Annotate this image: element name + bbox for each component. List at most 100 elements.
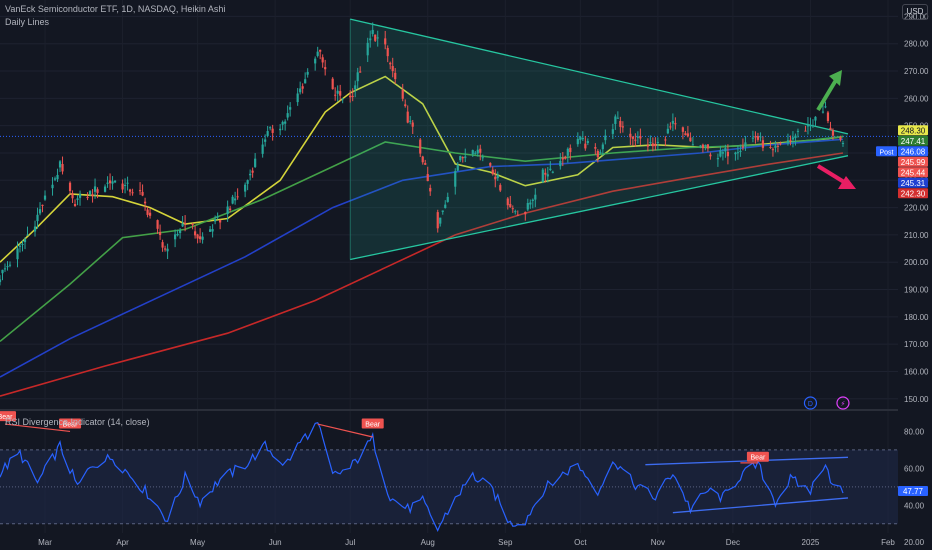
candle-body bbox=[526, 202, 529, 210]
candle-body bbox=[78, 193, 82, 198]
arrow-down-head bbox=[838, 176, 856, 189]
price-axis[interactable]: 150.00 160.00 170.00 180.00 190.00 200.00 210.… bbox=[904, 12, 929, 403]
candle-body bbox=[324, 67, 327, 70]
candle-body bbox=[376, 37, 379, 39]
candle-body bbox=[214, 219, 217, 222]
candle-body bbox=[391, 65, 394, 72]
candle-body bbox=[569, 147, 572, 153]
y-tick-label: 210.00 bbox=[904, 231, 929, 240]
event-markers[interactable]: D ⚡ bbox=[803, 396, 850, 410]
y-tick-label: 290.00 bbox=[904, 12, 929, 21]
candle-body bbox=[156, 220, 159, 229]
rsi-tick-label: 20.00 bbox=[904, 538, 925, 547]
candle-body bbox=[231, 196, 234, 204]
post-tag-text: Post bbox=[879, 149, 893, 156]
candle-body bbox=[284, 121, 287, 124]
candle-body bbox=[476, 149, 479, 154]
bear-label-text: Bear bbox=[365, 421, 380, 428]
candle-body bbox=[444, 204, 447, 209]
candle-body bbox=[744, 142, 747, 147]
candle-body bbox=[88, 191, 92, 195]
candle-body bbox=[721, 152, 725, 154]
chart-title: VanEck Semiconductor ETF, 1D, NASDAQ, He… bbox=[5, 4, 226, 14]
candle-body bbox=[629, 133, 632, 138]
candle-body bbox=[529, 202, 532, 205]
candle-body bbox=[113, 180, 117, 183]
candle-body bbox=[179, 230, 182, 233]
candle-body bbox=[751, 137, 755, 139]
x-tick-label: Jul bbox=[345, 538, 355, 547]
candle-body bbox=[541, 169, 544, 183]
candle-body bbox=[209, 229, 212, 232]
candle-body bbox=[666, 128, 669, 134]
candle-body bbox=[406, 111, 409, 123]
triangle-lower-line bbox=[350, 155, 849, 261]
rsi-tick-label: 60.00 bbox=[904, 464, 925, 473]
bear-label-box bbox=[361, 418, 384, 429]
candle-body bbox=[741, 146, 745, 148]
candle-body bbox=[43, 195, 47, 200]
candle-body bbox=[534, 194, 537, 200]
candle-body bbox=[586, 141, 589, 144]
candle-body bbox=[354, 85, 357, 90]
candle-body bbox=[26, 234, 29, 236]
rsi-current-value: 47.77 bbox=[903, 487, 924, 496]
candle-body bbox=[654, 143, 657, 147]
candle-body bbox=[831, 130, 835, 136]
candle-body bbox=[384, 38, 387, 45]
moving-average-line bbox=[0, 138, 844, 378]
candle-body bbox=[436, 212, 439, 229]
candle-body bbox=[779, 143, 782, 145]
candle-body bbox=[494, 176, 497, 180]
divergence-line bbox=[4, 423, 71, 433]
y-tick-label: 150.00 bbox=[904, 395, 929, 404]
candle-body bbox=[314, 58, 317, 64]
candle-body bbox=[226, 206, 229, 214]
candle-body bbox=[68, 182, 72, 192]
candle-body bbox=[706, 144, 709, 149]
candle-body bbox=[123, 184, 127, 186]
arrow-up-shaft bbox=[816, 78, 838, 112]
candle-body bbox=[776, 145, 780, 147]
candle-body bbox=[826, 112, 830, 122]
candle-body bbox=[148, 212, 152, 216]
candle-body bbox=[499, 185, 502, 191]
candle-body bbox=[261, 144, 264, 154]
candle-body bbox=[491, 169, 494, 175]
candle-body bbox=[814, 116, 817, 121]
candle-body bbox=[21, 243, 24, 245]
candle-body bbox=[419, 139, 422, 154]
candle-body bbox=[279, 128, 282, 131]
candle-body bbox=[544, 172, 547, 175]
candle-body bbox=[173, 234, 177, 240]
candle-body bbox=[424, 163, 427, 165]
chart-subtitle: Daily Lines bbox=[5, 17, 50, 27]
candle-body bbox=[549, 168, 552, 171]
candle-body bbox=[41, 204, 44, 206]
candle-body bbox=[236, 196, 239, 198]
candle-body bbox=[321, 57, 324, 63]
currency-button[interactable]: USD bbox=[902, 4, 928, 20]
candle-body bbox=[138, 190, 142, 192]
candle-body bbox=[71, 193, 74, 199]
candle-body bbox=[649, 141, 652, 143]
candle-body bbox=[76, 198, 79, 200]
moving-average-line bbox=[0, 135, 844, 343]
candle-body bbox=[774, 145, 777, 148]
price-label-box bbox=[898, 146, 928, 157]
candle-body bbox=[829, 127, 832, 130]
candle-body bbox=[471, 150, 474, 155]
candle-body bbox=[516, 214, 519, 216]
price-label-text: 246.08 bbox=[901, 147, 926, 156]
x-tick-label: Dec bbox=[726, 538, 740, 547]
price-label-text: 245.44 bbox=[901, 168, 926, 177]
price-label-text: 245.31 bbox=[901, 179, 926, 188]
y-tick-label: 160.00 bbox=[904, 367, 929, 376]
candle-body bbox=[211, 229, 214, 232]
triangle-pattern bbox=[349, 18, 849, 261]
candle-body bbox=[269, 127, 272, 129]
candle-body bbox=[514, 211, 517, 213]
candle-body bbox=[439, 217, 442, 224]
